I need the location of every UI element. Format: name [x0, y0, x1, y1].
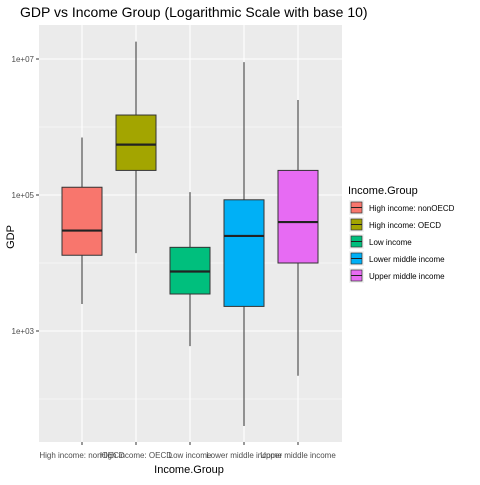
- legend-item: High income: OECD: [349, 217, 441, 232]
- box-0: [61, 137, 103, 304]
- box-2: [169, 192, 211, 347]
- x-tick-label: Upper middle income: [260, 451, 336, 460]
- chart-title: GDP vs Income Group (Logarithmic Scale w…: [20, 4, 368, 20]
- y-tick-label: 1e+05: [12, 191, 35, 200]
- x-tick-label: High income: nonOECD: [39, 451, 125, 460]
- legend-label: Lower middle income: [369, 255, 445, 264]
- x-axis-label: Income.Group: [154, 464, 224, 476]
- legend-title: Income.Group: [348, 185, 418, 197]
- box-body: [277, 169, 319, 264]
- box-3: [223, 62, 265, 427]
- box-4: [277, 99, 319, 376]
- legend-label: Upper middle income: [369, 272, 445, 281]
- legend-item: High income: nonOECD: [349, 200, 455, 215]
- legend-item: Lower middle income: [349, 251, 445, 266]
- legend-label: High income: nonOECD: [369, 204, 455, 213]
- legend: Income.Group High income: nonOECD High in…: [348, 185, 455, 283]
- legend-item: Low income: [349, 234, 412, 249]
- boxes: [61, 41, 319, 427]
- x-tick-label: Low income: [169, 451, 212, 460]
- y-axis-ticks: 1e+03 1e+05 1e+07: [12, 55, 39, 336]
- x-tick-label: High income: OECD: [100, 451, 172, 460]
- box-body: [223, 199, 265, 307]
- box-1: [115, 41, 157, 254]
- legend-label: High income: OECD: [369, 221, 441, 230]
- box-body: [115, 114, 157, 171]
- box-body: [61, 186, 103, 256]
- x-tick-label: Lower middle income: [206, 451, 282, 460]
- legend-item: Upper middle income: [349, 268, 445, 283]
- y-tick-label: 1e+07: [12, 55, 35, 64]
- legend-label: Low income: [369, 238, 412, 247]
- y-tick-label: 1e+03: [12, 327, 35, 336]
- y-axis-label: GDP: [5, 225, 17, 249]
